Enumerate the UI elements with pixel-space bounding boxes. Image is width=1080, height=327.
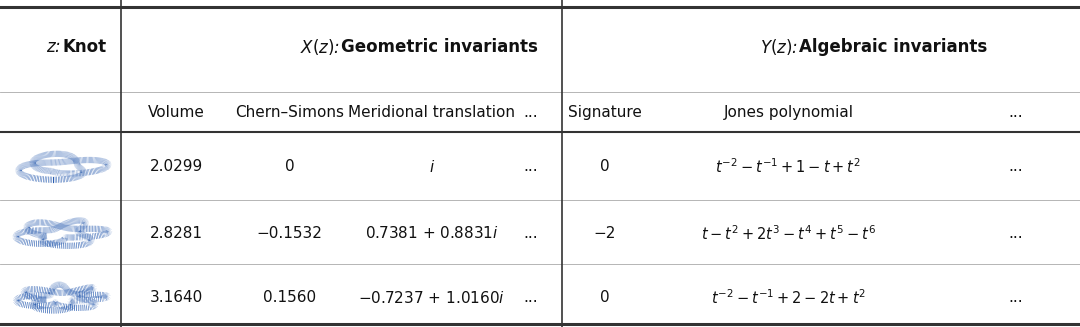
Text: Jones polynomial: Jones polynomial (724, 105, 853, 120)
Text: Signature: Signature (568, 105, 642, 120)
Text: −0.1532: −0.1532 (257, 226, 322, 241)
Text: 0: 0 (600, 290, 609, 305)
Text: −2: −2 (594, 226, 616, 241)
Text: Geometric invariants: Geometric invariants (341, 38, 538, 57)
Text: $t^{-2}-t^{-1}+2-2t+t^{2}$: $t^{-2}-t^{-1}+2-2t+t^{2}$ (711, 288, 866, 307)
Text: Knot: Knot (63, 38, 107, 57)
Text: Meridional translation: Meridional translation (349, 105, 515, 120)
Text: ...: ... (1008, 290, 1023, 305)
Text: ...: ... (523, 105, 538, 120)
Text: ...: ... (1008, 226, 1023, 241)
Text: 2.8281: 2.8281 (149, 226, 203, 241)
Text: ...: ... (1008, 159, 1023, 174)
Text: ...: ... (523, 226, 538, 241)
Text: $z$:: $z$: (46, 38, 63, 57)
Text: ...: ... (1008, 105, 1023, 120)
Text: $t^{-2}-t^{-1}+1-t+t^{2}$: $t^{-2}-t^{-1}+1-t+t^{2}$ (715, 157, 862, 176)
Text: $t-t^{2}+2t^{3}-t^{4}+t^{5}-t^{6}$: $t-t^{2}+2t^{3}-t^{4}+t^{5}-t^{6}$ (701, 224, 876, 243)
Text: Volume: Volume (148, 105, 204, 120)
Text: Chern–Simons: Chern–Simons (235, 105, 343, 120)
Text: 3.1640: 3.1640 (149, 290, 203, 305)
Text: $i$: $i$ (429, 159, 435, 175)
Text: 0: 0 (600, 159, 609, 174)
Text: $Y(z)$:: $Y(z)$: (759, 37, 799, 58)
Text: $X(z)$:: $X(z)$: (300, 37, 341, 58)
Text: Algebraic invariants: Algebraic invariants (799, 38, 987, 57)
Text: 0.1560: 0.1560 (262, 290, 316, 305)
Text: ...: ... (523, 290, 538, 305)
Text: 2.0299: 2.0299 (149, 159, 203, 174)
Text: 0: 0 (285, 159, 294, 174)
Text: 0.7381 + 0.8831$i$: 0.7381 + 0.8831$i$ (365, 225, 499, 241)
Text: ...: ... (523, 159, 538, 174)
Text: −0.7237 + 1.0160$i$: −0.7237 + 1.0160$i$ (359, 290, 505, 305)
